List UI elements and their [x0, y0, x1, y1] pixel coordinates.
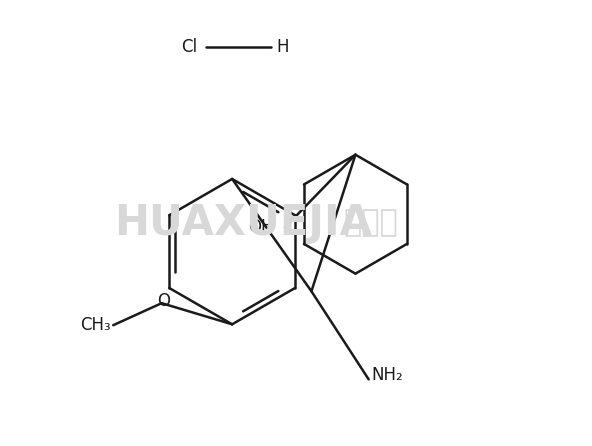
Text: NH₂: NH₂ — [371, 366, 403, 384]
Text: Cl: Cl — [181, 38, 197, 56]
Text: H: H — [276, 38, 289, 56]
Text: 化学加: 化学加 — [343, 208, 398, 238]
Text: OH: OH — [249, 219, 274, 236]
Text: HUAXUEJIA: HUAXUEJIA — [114, 202, 372, 244]
Text: O: O — [157, 292, 170, 310]
Text: CH₃: CH₃ — [81, 316, 111, 334]
